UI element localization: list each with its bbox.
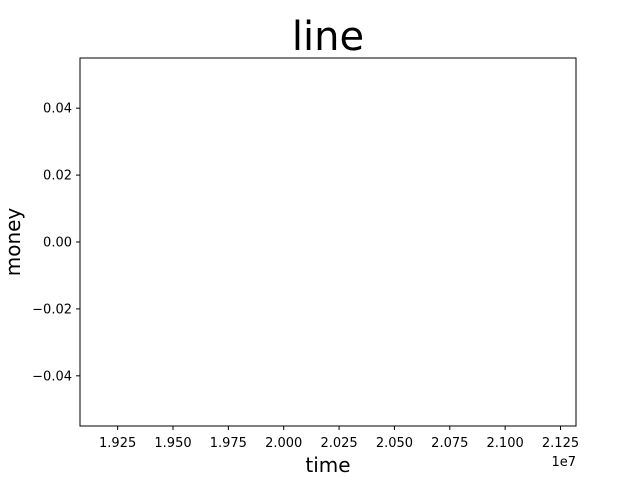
x-axis-offset-label: 1e7 (551, 455, 576, 470)
x-axis-ticks: 1.925 1.950 1.975 2.000 2.025 2.050 2.075 2.100… (99, 426, 579, 451)
y-axis-tick-label: −0.04 (32, 369, 72, 384)
y-axis-tick-label: 0.00 (43, 236, 72, 251)
x-axis-tick-label: 1.950 (154, 436, 191, 451)
x-axis-tick-label: 2.125 (542, 436, 579, 451)
chart-title: line (292, 14, 364, 60)
x-axis-tick-label: 2.025 (320, 436, 357, 451)
x-axis-tick-label: 2.075 (431, 436, 468, 451)
x-axis-tick-label: 2.000 (265, 436, 302, 451)
y-axis-tick-label: 0.02 (43, 169, 72, 184)
x-axis-tick-label: 2.050 (376, 436, 413, 451)
y-axis-label: money (1, 208, 25, 277)
x-axis-label: time (305, 453, 350, 477)
y-axis-ticks: 0.04 0.02 0.00 −0.02 −0.04 (32, 102, 80, 384)
y-axis-tick-label: 0.04 (43, 102, 72, 117)
x-axis-tick-label: 1.975 (210, 436, 247, 451)
y-axis-tick-label: −0.02 (32, 302, 72, 317)
x-axis-tick-label: 1.925 (99, 436, 136, 451)
x-axis-tick-label: 2.100 (487, 436, 524, 451)
